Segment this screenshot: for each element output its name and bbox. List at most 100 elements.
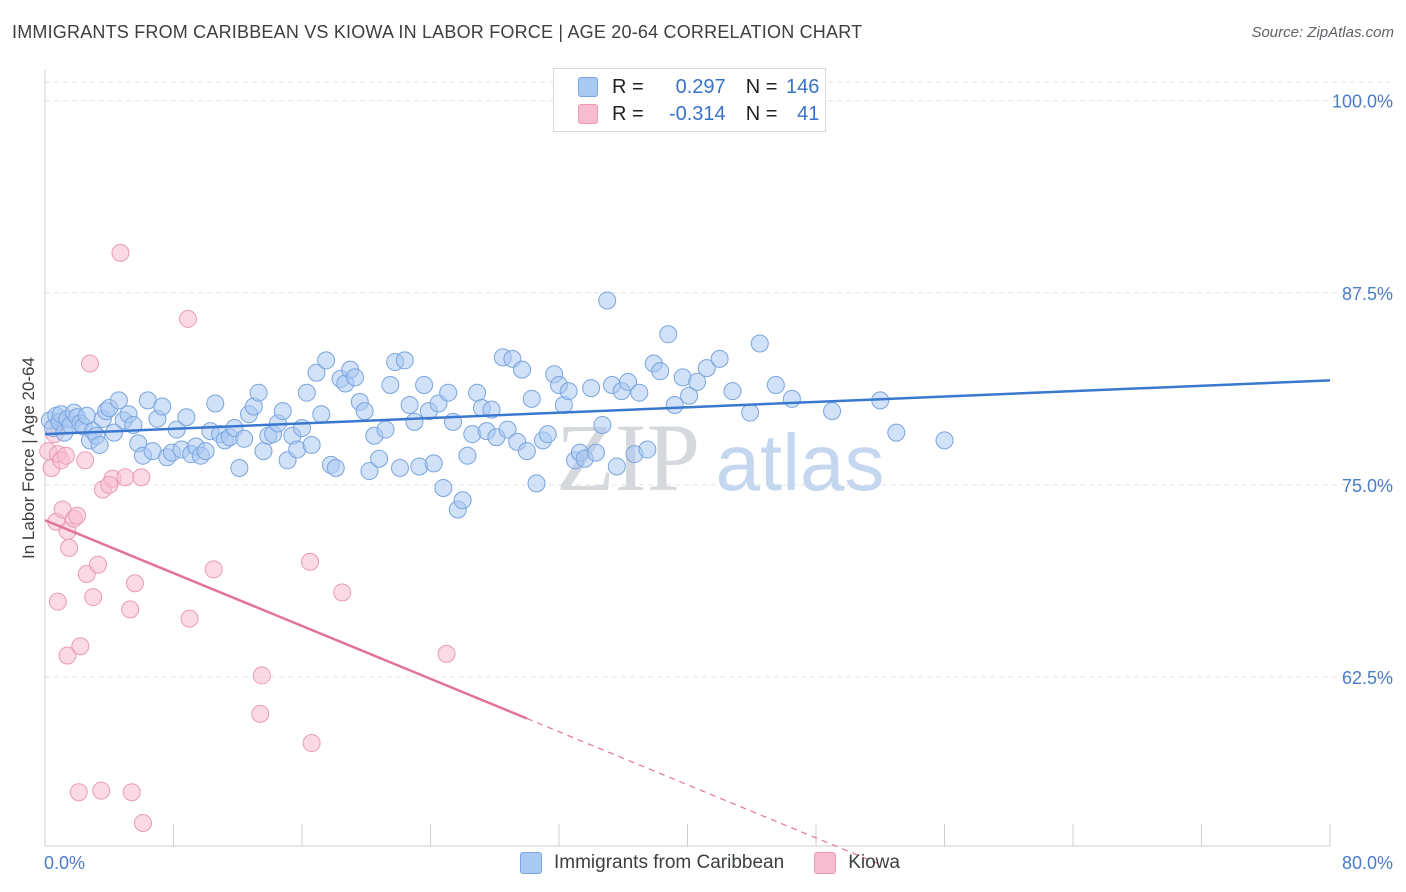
kiowa-point [251,704,270,723]
y-tick-label: 87.5% [1342,284,1393,304]
caribbean-point [586,443,605,462]
caribbean-point [651,362,670,381]
kiowa-point [84,588,103,607]
source-label: Source: ZipAtlas.com [1251,24,1394,41]
caribbean-point [517,442,536,461]
y-axis-label: In Labor Force | Age 20-64 [19,357,38,559]
caribbean-point [458,446,477,465]
caribbean-point [249,383,268,402]
caribbean-point [177,408,196,427]
series-legend-caribbean[interactable]: Immigrants from Caribbean [520,852,784,874]
caribbean-point [395,351,414,370]
caribbean-point [439,383,458,402]
kiowa-point [121,600,140,619]
caribbean-point [522,389,541,408]
caribbean-point [326,458,345,477]
kiowa-point [333,583,352,602]
caribbean-point [90,435,109,454]
caribbean-point [453,491,472,510]
caribbean-point [527,474,546,493]
caribbean-point [153,397,172,416]
legend-n-label: N = [745,75,778,98]
x-tick-label-min: 0.0% [44,853,85,873]
caribbean-point [312,405,331,424]
kiowa-point [60,538,79,557]
caribbean-point [254,442,273,461]
legend-n-label: N = [745,102,778,125]
caribbean-point [823,402,842,421]
series-legend: Immigrants from Caribbean Kiowa [520,852,930,874]
legend-row-kiowa: R = -0.314 N = 41 [578,102,819,126]
kiowa-point [92,781,111,800]
kiowa-point [302,734,321,753]
series-swatch-kiowa [814,852,837,874]
caribbean-point [513,360,532,379]
legend-n-value: 41 [797,102,820,125]
legend-r-value: -0.314 [668,102,726,125]
caribbean-point [434,478,453,497]
caribbean-point [638,440,657,459]
kiowa-point [76,451,95,470]
kiowa-point [122,783,141,802]
caribbean-point [360,462,379,481]
caribbean-point [346,368,365,387]
caribbean-point [302,435,321,454]
chart-title: IMMIGRANTS FROM CARIBBEAN VS KIOWA IN LA… [12,22,863,42]
legend-swatch-caribbean [578,77,598,97]
caribbean-point [370,449,389,468]
caribbean-point [317,351,336,370]
caribbean-point [415,376,434,395]
caribbean-point [782,389,801,408]
kiowa-point [180,609,199,628]
caribbean-point [619,372,638,391]
caribbean-point [710,349,729,368]
legend-r-value: 0.297 [675,75,726,98]
caribbean-point [887,423,906,442]
kiowa-point [132,468,151,487]
caribbean-point [598,291,617,310]
kiowa-point [69,783,88,802]
caribbean-point [235,429,254,448]
kiowa-point [111,243,130,262]
caribbean-point [376,420,395,439]
grid-lines [45,81,1395,678]
caribbean-point [196,442,215,461]
kiowa-point [437,644,456,663]
series-legend-kiowa[interactable]: Kiowa [814,852,900,874]
caribbean-point [109,391,128,410]
kiowa-point [58,646,77,665]
kiowa-point [100,475,119,494]
kiowa-trend-line [44,519,528,720]
caribbean-point [723,382,742,401]
caribbean-point [424,454,443,473]
caribbean-point [355,402,374,421]
caribbean-point [665,395,684,414]
kiowa-point [116,468,135,487]
series-name-kiowa: Kiowa [848,852,900,873]
caribbean-point [400,395,419,414]
caribbean-point [607,457,626,476]
caribbean-point [482,400,501,419]
caribbean-points [40,291,954,519]
trend-lines [44,379,1331,865]
watermark-atlas: atlas [716,418,885,507]
caribbean-point [273,402,292,421]
caribbean-point [697,359,716,378]
series-swatch-caribbean [520,852,542,874]
caribbean-point [688,372,707,391]
caribbean-point [230,458,249,477]
caribbean-point [405,412,424,431]
caribbean-point [659,325,678,344]
kiowa-point [125,574,144,593]
caribbean-point [593,415,612,434]
legend-row-caribbean: R = 0.297 N = 146 [578,75,819,99]
caribbean-point [390,458,409,477]
caribbean-point [307,363,326,382]
y-tick-label: 62.5% [1342,668,1393,688]
caribbean-point [77,406,96,425]
kiowa-point [133,813,152,832]
stats-legend: R = 0.297 N = 146 R = -0.314 N = 41 [553,68,826,132]
caribbean-point [582,379,601,398]
caribbean-point [538,425,557,444]
